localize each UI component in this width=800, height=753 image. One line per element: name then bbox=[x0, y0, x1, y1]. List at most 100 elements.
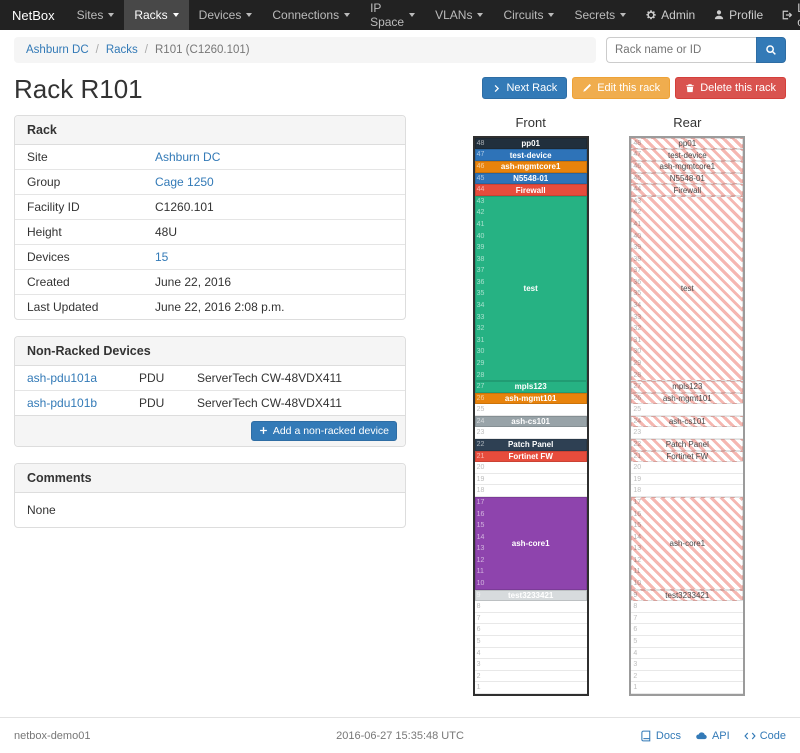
rack-device-label: ash-core1 bbox=[511, 538, 550, 548]
device-model-cell: ServerTech CW-48VDX411 bbox=[197, 370, 342, 385]
page-title: Rack R101 bbox=[14, 74, 143, 104]
rack-unit-number: 11 bbox=[476, 568, 484, 576]
edit-rack-button[interactable]: Edit this rack bbox=[572, 77, 671, 99]
rack-unit-number: 36 bbox=[476, 278, 485, 286]
nav-item-connections[interactable]: Connections bbox=[262, 0, 360, 30]
rack-frame-front: pp01 test-device ash-mgmtcore1 N5548-01 Fire… bbox=[472, 135, 589, 696]
rack-device-ash-cs101[interactable]: ash-cs101 bbox=[631, 415, 744, 428]
rack-device-label: Fortinet FW bbox=[508, 451, 553, 461]
rack-unit-number: 16 bbox=[633, 510, 642, 518]
rack-device-mpls123[interactable]: mpls123 bbox=[474, 381, 587, 393]
rack-device-ash-mgmt101[interactable]: ash-mgmt101 bbox=[631, 392, 744, 405]
rack-unit-number: 29 bbox=[633, 359, 642, 367]
rack-unit-number: 19 bbox=[633, 475, 642, 483]
logout-menu-item[interactable]: Log out bbox=[772, 0, 800, 30]
app-brand[interactable]: NetBox bbox=[12, 7, 55, 23]
breadcrumb-link[interactable]: Ashburn DC bbox=[26, 44, 89, 56]
rack-device-ash-mgmtcore1[interactable]: ash-mgmtcore1 bbox=[474, 161, 587, 173]
rack-device-ash-cs101[interactable]: ash-cs101 bbox=[474, 415, 587, 428]
rack-device-label: ash-mgmtcore1 bbox=[500, 162, 561, 172]
rack-unit-number: 13 bbox=[476, 545, 485, 553]
rack-unit-number: 42 bbox=[633, 209, 642, 217]
rack-device-mpls123[interactable]: mpls123 bbox=[631, 381, 744, 393]
rack-device-firewall[interactable]: Firewall bbox=[631, 184, 744, 196]
rack-unit-number: 47 bbox=[633, 151, 642, 159]
main-content: Rack Site Ashburn DC Group Cage 1250 Facilit… bbox=[14, 114, 786, 696]
device-role-cell: PDU bbox=[139, 370, 165, 385]
chevron-right-icon bbox=[492, 84, 501, 93]
rack-unit-number: 5 bbox=[633, 637, 638, 645]
rack-device-test-device[interactable]: test-device bbox=[474, 149, 587, 162]
delete-rack-button[interactable]: Delete this rack bbox=[675, 77, 786, 99]
non-racked-body: ash-pdu101a PDU ServerTech CW-48VDX411 ash-… bbox=[15, 366, 405, 415]
rack-unit-number: 48 bbox=[476, 139, 485, 147]
breadcrumb: Ashburn DC / Racks / R101 (C1260.101) bbox=[14, 37, 596, 63]
rack-device-label: ash-mgmt101 bbox=[662, 394, 712, 403]
search-button[interactable] bbox=[756, 37, 786, 63]
attr-value: Ashburn DC bbox=[143, 145, 405, 170]
rack-unit-number: 26 bbox=[476, 394, 485, 402]
chevron-down-icon bbox=[172, 13, 179, 17]
rack-device-fortinet-fw[interactable]: Fortinet FW bbox=[474, 450, 587, 463]
rack-device-test3233421[interactable]: test3233421 bbox=[474, 589, 587, 602]
rack-device-n5548-01[interactable]: N5548-01 bbox=[631, 172, 744, 185]
nav-item-ip-space[interactable]: IP Space bbox=[360, 0, 425, 30]
next-rack-button[interactable]: Next Rack bbox=[482, 77, 568, 99]
docs-label: Docs bbox=[655, 729, 681, 742]
rack-device-pp01[interactable]: pp01 bbox=[474, 137, 587, 150]
nav-item-secrets[interactable]: Secrets bbox=[564, 0, 636, 30]
rack-device-label: ash-mgmtcore1 bbox=[659, 162, 716, 172]
rack-device-test[interactable]: test bbox=[474, 195, 587, 382]
rack-device-ash-mgmtcore1[interactable]: ash-mgmtcore1 bbox=[631, 161, 744, 173]
admin-menu-item[interactable]: Admin bbox=[636, 0, 704, 30]
chevron-down-icon bbox=[344, 13, 351, 17]
rack-unit-number: 1 bbox=[633, 684, 638, 692]
rack-unit-number: 13 bbox=[633, 545, 642, 553]
api-link[interactable]: API bbox=[695, 729, 730, 742]
rack-device-pp01[interactable]: pp01 bbox=[631, 137, 744, 150]
nav-item-vlans[interactable]: VLANs bbox=[425, 0, 493, 30]
profile-menu-item[interactable]: Profile bbox=[704, 0, 772, 30]
rack-device-ash-core1[interactable]: ash-core1 bbox=[631, 496, 744, 590]
profile-label: Profile bbox=[729, 8, 764, 22]
table-row: ash-pdu101b PDU ServerTech CW-48VDX411 bbox=[15, 389, 405, 415]
nav-item-sites[interactable]: Sites bbox=[67, 0, 125, 30]
chevron-down-icon bbox=[620, 13, 627, 17]
rack-device-patch-panel[interactable]: Patch Panel bbox=[474, 439, 587, 451]
rack-device-label: N5548-01 bbox=[669, 173, 705, 183]
docs-link[interactable]: Docs bbox=[640, 729, 681, 742]
rack-unit-row bbox=[474, 601, 587, 613]
edit-rack-label: Edit this rack bbox=[597, 82, 661, 94]
rack-device-firewall[interactable]: Firewall bbox=[474, 184, 587, 196]
nav-item-devices[interactable]: Devices bbox=[189, 0, 263, 30]
rack-unit-number: 29 bbox=[476, 359, 485, 367]
add-non-racked-device-button[interactable]: Add a non-racked device bbox=[250, 420, 397, 441]
rack-unit-row bbox=[631, 636, 744, 648]
rack-device-n5548-01[interactable]: N5548-01 bbox=[474, 172, 587, 185]
device-role-cell: PDU bbox=[127, 389, 185, 415]
breadcrumb-link[interactable]: Racks bbox=[105, 44, 138, 56]
rack-device-test[interactable]: test bbox=[631, 195, 744, 382]
rack-unit-number: 32 bbox=[633, 325, 642, 333]
rack-device-ash-core1[interactable]: ash-core1 bbox=[474, 496, 587, 590]
rack-device-patch-panel[interactable]: Patch Panel bbox=[631, 439, 744, 451]
device-name-link[interactable]: ash-pdu101b bbox=[27, 395, 98, 410]
attr-value-link[interactable]: Ashburn DC bbox=[155, 149, 221, 164]
attr-value-link[interactable]: Cage 1250 bbox=[155, 174, 214, 189]
rack-unit-number: 20 bbox=[476, 464, 485, 472]
rack-unit-number: 9 bbox=[633, 591, 638, 599]
rack-unit-number: 40 bbox=[633, 232, 642, 240]
rack-device-ash-mgmt101[interactable]: ash-mgmt101 bbox=[474, 392, 587, 405]
rack-unit-number: 17 bbox=[633, 498, 642, 506]
rack-device-test-device[interactable]: test-device bbox=[631, 149, 744, 162]
navbar-right: Admin Profile Log out bbox=[636, 0, 800, 30]
search-input[interactable] bbox=[606, 37, 756, 63]
nav-item-circuits[interactable]: Circuits bbox=[493, 0, 564, 30]
device-name-link[interactable]: ash-pdu101a bbox=[27, 370, 98, 385]
rack-device-fortinet-fw[interactable]: Fortinet FW bbox=[631, 450, 744, 463]
attr-value-link[interactable]: 15 bbox=[155, 249, 169, 264]
rack-unit-row bbox=[631, 659, 744, 671]
nav-item-racks[interactable]: Racks bbox=[124, 0, 189, 30]
code-link[interactable]: Code bbox=[744, 729, 786, 742]
rack-device-test3233421[interactable]: test3233421 bbox=[631, 589, 744, 602]
